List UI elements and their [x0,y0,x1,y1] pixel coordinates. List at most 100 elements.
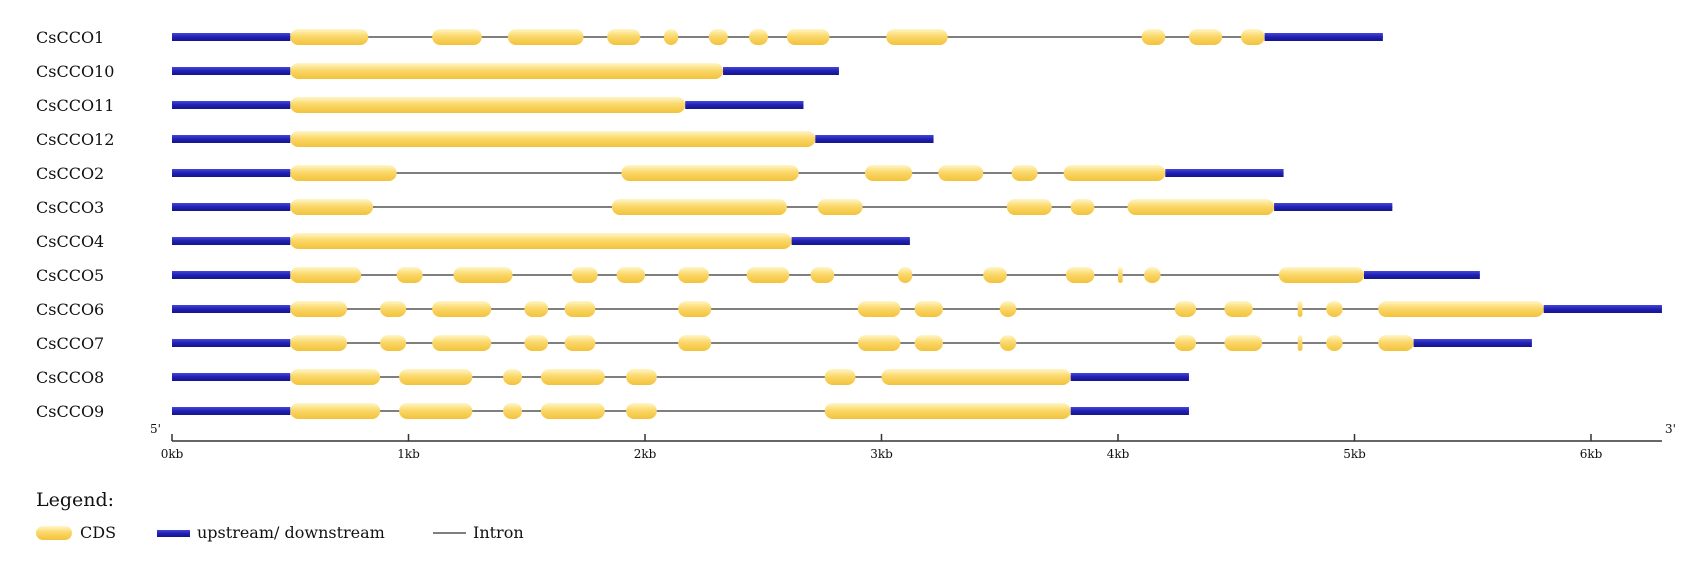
gene-label: CsCCO4 [36,232,104,251]
gene-track: CsCCO11 [36,96,804,115]
gene-label: CsCCO2 [36,164,104,183]
cds-exon [857,335,901,351]
downstream-utr [1165,169,1284,177]
cds-exon [503,369,523,385]
cds-exon [540,403,605,419]
cds-exon [1326,335,1343,351]
cds-exon [616,267,645,283]
cds-exon [746,267,790,283]
cds-exon [1127,199,1275,215]
cds-exon [1188,29,1223,45]
axis-tick-label: 6kb [1580,447,1603,461]
axis-tick-label: 4kb [1107,447,1130,461]
cds-exon [290,233,792,249]
cds-exon [626,369,657,385]
cds-exon [524,335,549,351]
cds-exon [817,199,863,215]
cds-exon [1174,335,1197,351]
cds-exon [432,335,492,351]
cds-exon [290,63,724,79]
downstream-utr [1274,203,1393,211]
gene-label: CsCCO7 [36,334,104,353]
gene-track: CsCCO5 [36,266,1480,285]
cds-exon [824,369,856,385]
gene-track: CsCCO6 [36,300,1662,319]
cds-exon [290,29,369,45]
scale-axis: 5' 3' 0kb 1kb 2kb 3kb 4kb 5kb 6kb [150,422,1676,461]
downstream-utr [1543,305,1662,313]
cds-exon [898,267,913,283]
cds-exon [678,267,709,283]
cds-exon [290,131,816,147]
cds-exon [396,267,423,283]
legend-title: Legend: [36,489,114,511]
cds-exon [999,301,1017,317]
cds-exon [864,165,913,181]
gene-track: CsCCO1 [36,28,1383,47]
cds-exon [1063,165,1166,181]
gene-label: CsCCO3 [36,198,104,217]
gene-track: CsCCO9 [36,402,1189,421]
cds-exon [1378,335,1414,351]
cds-exon [621,165,799,181]
cds-exon [432,29,482,45]
cds-exon [708,29,728,45]
cds-exon [1118,267,1123,283]
axis-tick-label: 0kb [161,447,184,461]
cds-exon [886,29,948,45]
cds-exon [786,29,830,45]
gene-track: CsCCO3 [36,198,1393,217]
cds-exon [824,403,1071,419]
upstream-utr [172,271,291,279]
legend-utr-swatch [157,530,190,537]
gene-label: CsCCO9 [36,402,104,421]
gene-track: CsCCO12 [36,130,934,149]
cds-exon [564,335,596,351]
legend-cds-swatch [36,526,72,540]
cds-exon [290,369,381,385]
axis-tick-label: 2kb [634,447,657,461]
legend-utr-label: upstream/ downstream [197,523,385,542]
cds-exon [607,29,641,45]
cds-exon [507,29,584,45]
upstream-utr [172,67,291,75]
cds-exon [290,97,686,113]
cds-exon [1065,267,1095,283]
gene-label: CsCCO11 [36,96,114,115]
cds-exon [503,403,523,419]
gene-label: CsCCO8 [36,368,104,387]
downstream-utr [815,135,934,143]
downstream-utr [791,237,910,245]
cds-exon [1297,301,1303,317]
cds-exon [857,301,901,317]
cds-exon [1006,199,1052,215]
legend-intron-label: Intron [473,523,524,542]
gene-track: CsCCO8 [36,368,1189,387]
axis-tick-label: 1kb [397,447,420,461]
downstream-utr [723,67,839,75]
gene-label: CsCCO1 [36,28,104,47]
cds-exon [290,335,348,351]
upstream-utr [172,339,291,347]
cds-exon [914,335,943,351]
cds-exon [881,369,1071,385]
cds-exon [938,165,984,181]
cds-exon [399,369,473,385]
cds-exon [1278,267,1364,283]
cds-exon [1174,301,1197,317]
cds-exon [524,301,549,317]
cds-exon [810,267,835,283]
gene-track: CsCCO7 [36,334,1532,353]
cds-exon [983,267,1007,283]
three-prime-label: 3' [1665,422,1676,436]
cds-exon [290,165,397,181]
cds-exon [1297,335,1303,351]
upstream-utr [172,305,291,313]
cds-exon [678,301,712,317]
cds-exon [290,199,374,215]
gene-track: CsCCO4 [36,232,910,251]
axis-tick-label: 3kb [870,447,893,461]
cds-exon [678,335,712,351]
cds-exon [290,403,381,419]
cds-exon [914,301,943,317]
